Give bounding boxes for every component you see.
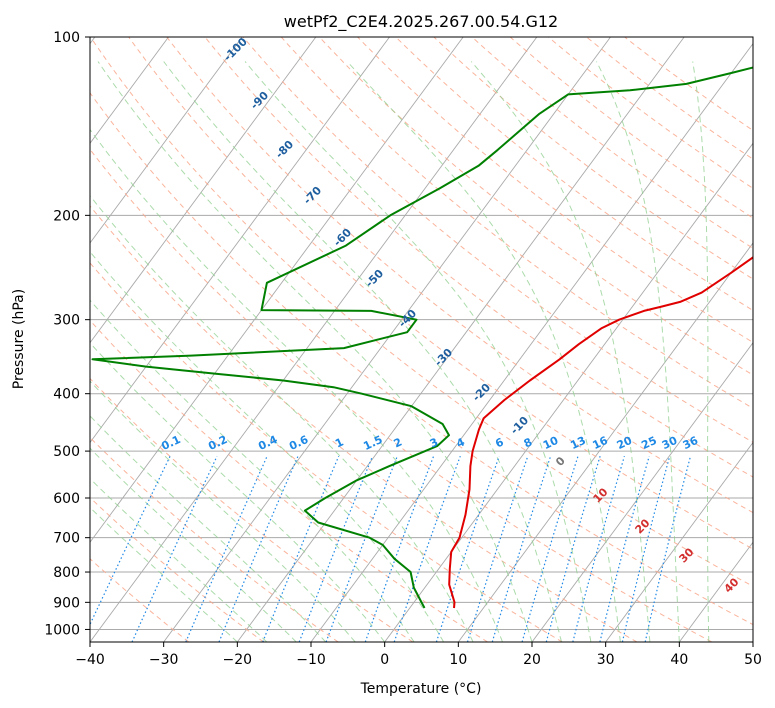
dry-adiabat-line: [471, 37, 753, 249]
isotherm-line: [605, 441, 753, 642]
moist-adiabat-line: [90, 128, 503, 642]
dry-adiabat-line: [90, 37, 753, 587]
mixing-ratio-line: [185, 455, 268, 642]
mixing-ratio-label: 10: [541, 434, 561, 452]
x-tick-label: −30: [149, 652, 179, 668]
mixing-ratio-line: [325, 455, 398, 642]
mixing-ratio-label: 20: [615, 434, 635, 452]
x-tick-label: −10: [296, 652, 326, 668]
x-tick-label: 30: [597, 652, 615, 668]
temperature-profile: [448, 256, 753, 609]
moist-adiabat-line: [90, 477, 268, 642]
dry-adiabat-line: [90, 205, 638, 642]
moist-adiabat-line: [244, 61, 592, 642]
mixing-ratio-line: [131, 455, 218, 642]
isotherm-line: [90, 37, 390, 444]
y-tick-label: 100: [53, 30, 80, 46]
mixing-ratio-label: 16: [591, 434, 611, 452]
isotherm-line: [90, 37, 538, 642]
dry-adiabat-line: [280, 37, 753, 409]
dewpoint-profile: [91, 66, 753, 609]
isotherm-line: [163, 37, 611, 642]
mixing-ratio-line: [572, 456, 625, 642]
moist-adiabat-line: [90, 506, 238, 642]
x-tick-label: 50: [744, 652, 762, 668]
grid-layer: [90, 37, 753, 642]
mixing-ratio-line: [599, 456, 650, 642]
dry-adiabat-line: [395, 37, 753, 312]
isotherm-line: [90, 37, 317, 344]
dry-adiabat-line: [90, 91, 753, 626]
y-tick-label: 300: [53, 313, 80, 329]
isotherm-line: [457, 242, 753, 642]
mixing-ratio-label: 13: [568, 434, 587, 452]
mixing-ratio-line: [521, 456, 579, 642]
mixing-ratio-line: [621, 456, 671, 642]
moist-adiabat-line: [346, 61, 621, 642]
moist-adiabat-line: [97, 61, 533, 642]
moist-adiabat-line: [470, 61, 651, 642]
moist-adiabat-line: [90, 299, 415, 642]
mixing-ratio-line: [90, 455, 171, 626]
mixing-ratio-line: [364, 455, 435, 642]
x-tick-label: −40: [75, 652, 105, 668]
series-layer: [91, 66, 753, 609]
y-tick-label: 900: [53, 595, 80, 611]
isotherm-line: [90, 37, 169, 145]
x-axis-label: Temperature (°C): [360, 681, 482, 697]
moist-adiabat-line: [90, 415, 327, 642]
x-tick-label: 20: [523, 652, 541, 668]
y-tick-label: 400: [53, 387, 80, 403]
x-tick-label: 0: [380, 652, 389, 668]
dry-adiabat-line: [319, 37, 753, 376]
x-tick-label: −20: [223, 652, 253, 668]
moist-adiabat-line: [90, 342, 386, 642]
mixing-ratio-line: [644, 456, 692, 642]
isotherm-line: [384, 142, 753, 642]
y-tick-label: 800: [53, 565, 80, 581]
mixing-ratio-label: 36: [681, 434, 701, 452]
moist-adiabat-line: [90, 447, 297, 642]
dry-adiabat-line: [90, 148, 712, 642]
mixing-ratio-label: 25: [639, 434, 658, 452]
moist-adiabat-line: [596, 61, 680, 642]
mixing-ratio-label: 30: [660, 434, 680, 452]
dry-adiabat-line: [433, 37, 753, 280]
plot-frame: [89, 36, 754, 643]
x-tick-label: 10: [449, 652, 467, 668]
moist-adiabat-line: [90, 194, 474, 642]
mixing-ratio-line: [435, 456, 500, 642]
moist-adiabat-line: [163, 61, 562, 642]
y-tick-label: 700: [53, 531, 80, 547]
y-tick-label: 200: [53, 208, 80, 224]
mixing-ratio-line: [491, 456, 552, 642]
isotherm-line: [90, 37, 464, 544]
isotherm-line: [90, 37, 243, 244]
isotherm-line: [236, 37, 685, 642]
y-axis-label: Pressure (hPa): [11, 289, 27, 389]
mixing-ratio-line: [298, 455, 374, 642]
dry-adiabat-line: [90, 377, 414, 642]
y-tick-label: 1000: [44, 622, 80, 638]
y-tick-label: 500: [53, 444, 80, 460]
isotherm-line: [310, 42, 753, 642]
chart-title: wetPf2_C2E4.2025.267.00.54.G12: [284, 12, 558, 32]
x-tick-label: 40: [670, 652, 688, 668]
dry-adiabat-line: [357, 37, 753, 343]
isotherm-line: [531, 342, 753, 642]
mixing-ratio-line: [262, 455, 340, 642]
y-tick-label: 600: [53, 491, 80, 507]
mixing-ratio-line: [218, 455, 299, 642]
tick-layer: −40 −30 −20 −10 0 10 20 30 40 50 100 200 300 400 500 60…: [44, 30, 762, 668]
mixing-ratio-line: [466, 456, 529, 642]
mixing-ratio-line: [393, 455, 461, 642]
